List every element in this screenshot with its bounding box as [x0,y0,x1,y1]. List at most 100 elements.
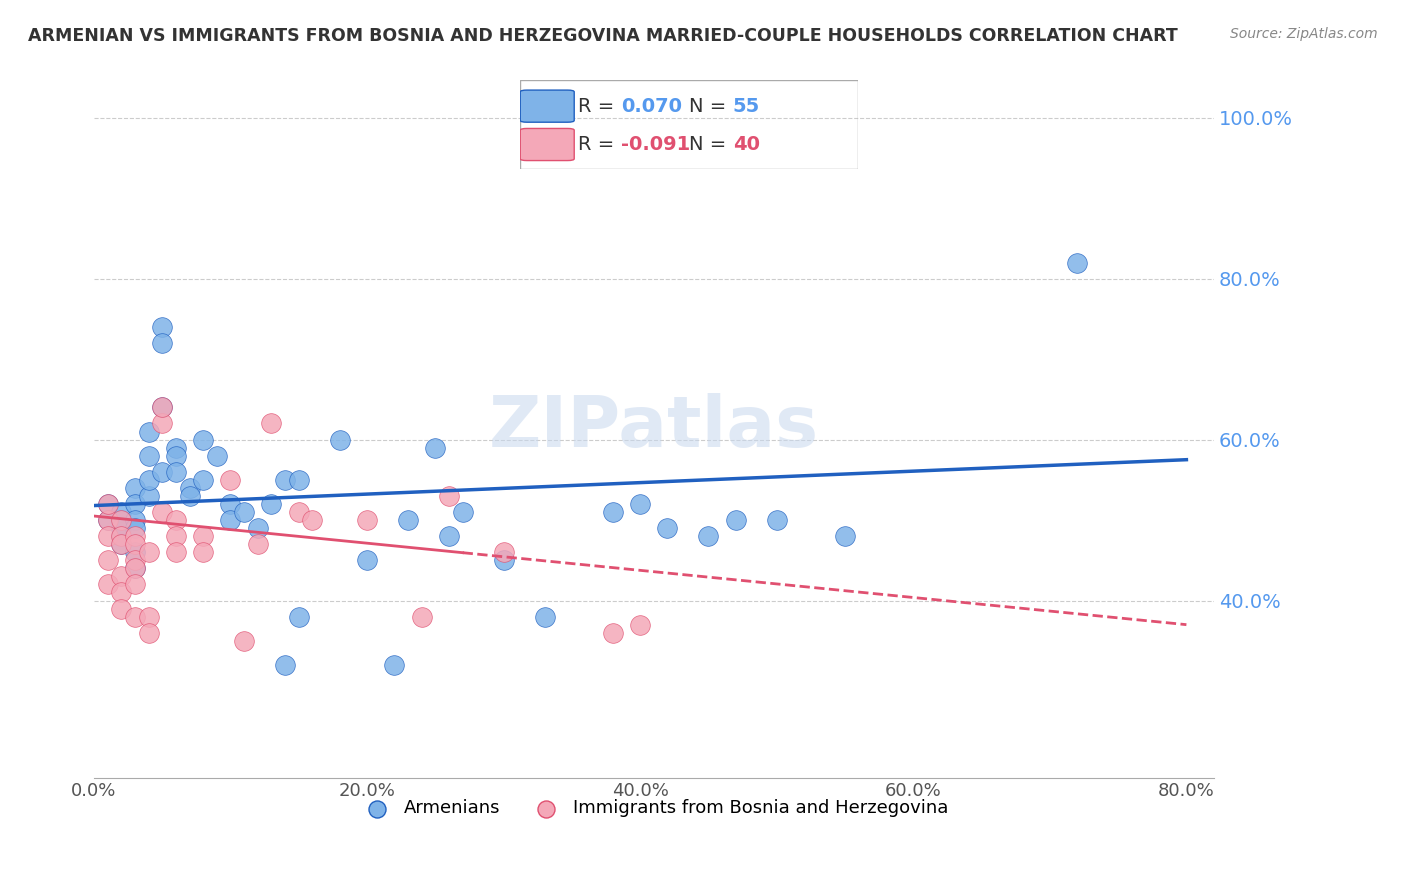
Point [193,545,215,559]
Point [356,513,378,527]
Point [124,561,146,575]
Point [492,545,515,559]
Point [97,529,120,543]
Point [150,401,173,415]
Point [533,609,555,624]
Point [233,505,256,519]
Point [138,489,160,503]
Point [246,521,269,535]
Point [765,513,787,527]
Point [124,545,146,559]
Point [274,473,297,487]
Point [110,513,132,527]
Point [110,529,132,543]
Point [1066,255,1088,269]
Point [246,537,269,551]
Text: 40: 40 [733,135,759,154]
Point [138,609,160,624]
Point [193,473,215,487]
Point [602,505,624,519]
Text: N =: N = [689,96,733,116]
Point [219,513,242,527]
Point [110,585,132,599]
Point [150,336,173,351]
Point [233,633,256,648]
Point [97,497,120,511]
Point [205,449,228,463]
Point [110,529,132,543]
Point [124,513,146,527]
Point [219,473,242,487]
Point [110,537,132,551]
Point [356,553,378,567]
Point [193,529,215,543]
Point [150,401,173,415]
Point [287,473,309,487]
Point [124,521,146,535]
Point [165,449,187,463]
FancyBboxPatch shape [520,90,574,122]
Point [150,465,173,479]
Point [150,319,173,334]
Point [165,513,187,527]
Point [396,513,419,527]
Text: Source: ZipAtlas.com: Source: ZipAtlas.com [1230,27,1378,41]
Point [97,577,120,591]
Point [138,425,160,439]
Point [451,505,474,519]
Text: 0.070: 0.070 [621,96,682,116]
Point [124,561,146,575]
Text: ARMENIAN VS IMMIGRANTS FROM BOSNIA AND HERZEGOVINA MARRIED-COUPLE HOUSEHOLDS COR: ARMENIAN VS IMMIGRANTS FROM BOSNIA AND H… [28,27,1178,45]
Point [138,449,160,463]
Point [287,609,309,624]
Text: R =: R = [578,135,620,154]
Point [110,601,132,615]
Point [628,497,651,511]
Point [124,553,146,567]
Point [110,537,132,551]
Text: N =: N = [689,135,733,154]
Point [179,489,201,503]
Point [97,513,120,527]
Point [274,657,297,672]
Point [150,417,173,431]
Point [219,497,242,511]
Point [425,441,447,455]
Point [138,545,160,559]
Point [193,433,215,447]
Legend: Armenians, Immigrants from Bosnia and Herzegovina: Armenians, Immigrants from Bosnia and He… [352,792,956,824]
Point [301,513,323,527]
Point [138,625,160,640]
Point [138,473,160,487]
Point [97,497,120,511]
Point [124,537,146,551]
FancyBboxPatch shape [520,128,574,161]
Text: ZIPatlas: ZIPatlas [489,393,818,462]
Point [657,521,679,535]
Point [437,529,460,543]
Point [260,497,283,511]
Point [382,657,405,672]
Point [97,553,120,567]
Point [150,505,173,519]
Point [165,545,187,559]
Point [110,513,132,527]
Point [124,497,146,511]
Point [179,481,201,495]
Point [110,569,132,583]
Point [124,481,146,495]
Text: 55: 55 [733,96,761,116]
Point [260,417,283,431]
Point [165,441,187,455]
Point [492,553,515,567]
Point [124,577,146,591]
Point [124,529,146,543]
Point [110,521,132,535]
Point [602,625,624,640]
Point [834,529,856,543]
Point [628,617,651,632]
Point [724,513,747,527]
Point [411,609,433,624]
Point [437,489,460,503]
Point [329,433,352,447]
